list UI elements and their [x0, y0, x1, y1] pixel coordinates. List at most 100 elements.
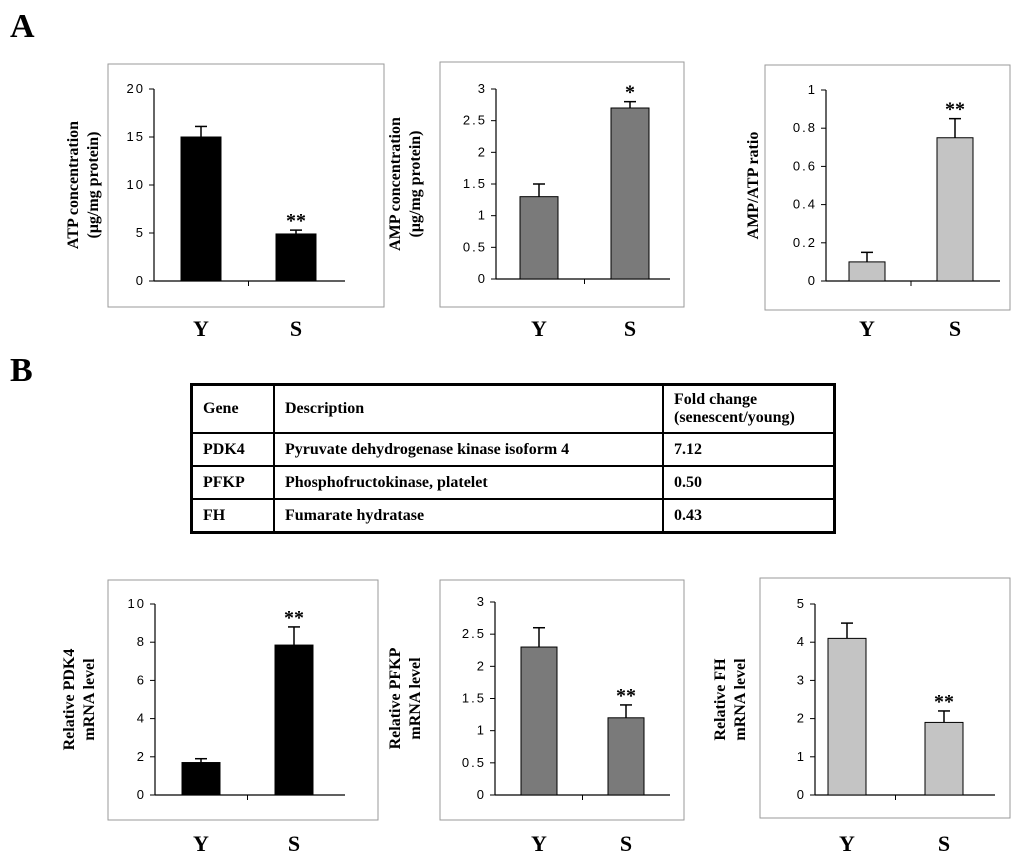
y-tick-label: 1	[808, 82, 817, 97]
header-gene: Gene	[190, 383, 275, 434]
y-tick-label: 1.5	[463, 176, 487, 191]
x-category-label: S	[938, 831, 950, 856]
significance-label: **	[616, 685, 636, 707]
bar-y	[520, 646, 558, 796]
y-tick-label: 2	[478, 144, 487, 159]
y-tick-label: 0	[137, 787, 146, 802]
cell-description: Fumarate hydratase	[273, 498, 664, 534]
y-tick-label: 5	[797, 596, 806, 611]
cell-fold-change: 7.12	[662, 432, 836, 467]
table-row: PFKP Phosphofructokinase, platelet 0.50	[190, 465, 836, 500]
y-tick-label: 0.5	[462, 755, 486, 770]
table-row: PDK4 Pyruvate dehydrogenase kinase isofo…	[190, 432, 836, 467]
y-tick-label: 2	[137, 749, 146, 764]
cell-fold-change: 0.43	[662, 498, 836, 534]
x-category-label: Y	[193, 831, 209, 856]
y-tick-label: 2	[477, 658, 486, 673]
chart-frame	[107, 579, 379, 821]
y-tick-label: 2.5	[463, 113, 487, 128]
header-fold-change-line2: (senescent/young)	[674, 409, 795, 426]
y-tick-label: 1	[478, 208, 487, 223]
bar-y	[180, 136, 222, 282]
y-tick-label: 0.8	[793, 120, 817, 135]
y-tick-label: 0	[478, 271, 487, 286]
y-axis-label: (μg/mg protein)	[407, 131, 424, 238]
y-tick-label: 1.5	[462, 691, 486, 706]
y-axis-label: Relative FH	[712, 658, 729, 741]
y-tick-label: 6	[137, 672, 146, 687]
x-category-label: S	[620, 831, 632, 856]
y-axis-label: ATP concentration	[65, 121, 82, 249]
header-description: Description	[273, 383, 664, 434]
y-tick-label: 1	[477, 723, 486, 738]
bar-y	[181, 762, 221, 796]
x-category-label: Y	[531, 316, 547, 341]
y-tick-label: 0	[477, 787, 486, 802]
bar-y	[848, 261, 886, 282]
bar-s	[275, 233, 317, 282]
y-tick-label: 0.4	[793, 197, 817, 212]
y-tick-label: 10	[127, 177, 145, 192]
x-category-label: S	[624, 316, 636, 341]
y-tick-label: 2.5	[462, 626, 486, 641]
table-row: FH Fumarate hydratase 0.43	[190, 498, 836, 534]
x-category-label: Y	[193, 316, 209, 341]
y-axis-label: mRNA level	[407, 657, 424, 740]
cell-gene: PFKP	[190, 465, 275, 500]
y-axis-label: AMP/ATP ratio	[745, 132, 762, 240]
gene-table: Gene Description Fold change (senescent/…	[190, 383, 836, 534]
chart-frame	[439, 579, 685, 821]
y-tick-label: 20	[127, 81, 145, 96]
panel-label-a: A	[10, 8, 35, 45]
bar-y	[827, 637, 867, 796]
y-tick-label: 5	[136, 225, 145, 240]
y-axis-label: (μg/mg protein)	[85, 132, 102, 239]
significance-label: **	[945, 99, 965, 121]
chart-amp: 0 0.5 1 1.5 2 2.5 3 Y * S AMP concentration (μg/mg …	[387, 61, 685, 341]
bar-s	[274, 644, 314, 796]
bar-s	[936, 137, 974, 282]
bar-y	[519, 196, 559, 280]
cell-description: Phosphofructokinase, platelet	[273, 465, 664, 500]
chart-frame	[439, 61, 685, 308]
y-tick-label: 3	[477, 594, 486, 609]
significance-label: *	[625, 82, 635, 104]
chart-frame	[759, 577, 1011, 819]
y-tick-label: 1	[797, 749, 806, 764]
chart-atp: 0 5 10 15 20 Y ** S ATP concentration (μg/mg prot…	[65, 63, 385, 341]
x-category-label: S	[290, 316, 302, 341]
x-category-label: Y	[859, 316, 875, 341]
y-tick-label: 3	[478, 81, 487, 96]
y-tick-label: 10	[128, 596, 146, 611]
y-tick-label: 2	[797, 711, 806, 726]
bar-s	[924, 721, 964, 796]
y-tick-label: 3	[797, 672, 806, 687]
bar-s	[607, 717, 645, 796]
header-fold-change-line1: Fold change	[674, 391, 758, 408]
y-tick-label: 15	[127, 129, 145, 144]
cell-description: Pyruvate dehydrogenase kinase isoform 4	[273, 432, 664, 467]
x-category-label: Y	[839, 831, 855, 856]
y-tick-label: 0	[797, 787, 806, 802]
y-axis-label: mRNA level	[732, 658, 749, 741]
chart-ratio: 0 0.2 0.4 0.6 0.8 1 Y ** S AMP/ATP ratio	[745, 64, 1011, 341]
chart-pdk4: 0 2 4 6 8 10 Y ** S Relative PDK4 mRNA level	[61, 579, 379, 856]
y-tick-label: 4	[797, 634, 806, 649]
panel-label-b: B	[10, 352, 33, 389]
y-tick-label: 0	[808, 273, 817, 288]
y-axis-label: Relative PDK4	[61, 649, 78, 751]
table-header-row: Gene Description Fold change (senescent/…	[190, 383, 836, 434]
y-axis-label: mRNA level	[81, 658, 98, 741]
x-category-label: Y	[531, 831, 547, 856]
y-tick-label: 0.2	[793, 235, 817, 250]
cell-gene: PDK4	[190, 432, 275, 467]
chart-pfkp: 0 0.5 1 1.5 2 2.5 3 Y ** S Relative PFKP mRNA level	[387, 579, 685, 856]
significance-label: **	[284, 607, 304, 629]
y-tick-label: 8	[137, 634, 146, 649]
chart-frame	[107, 63, 385, 308]
y-axis-label: Relative PFKP	[387, 647, 404, 749]
x-category-label: S	[288, 831, 300, 856]
chart-frame	[764, 64, 1011, 311]
y-tick-label: 0.6	[793, 158, 817, 173]
